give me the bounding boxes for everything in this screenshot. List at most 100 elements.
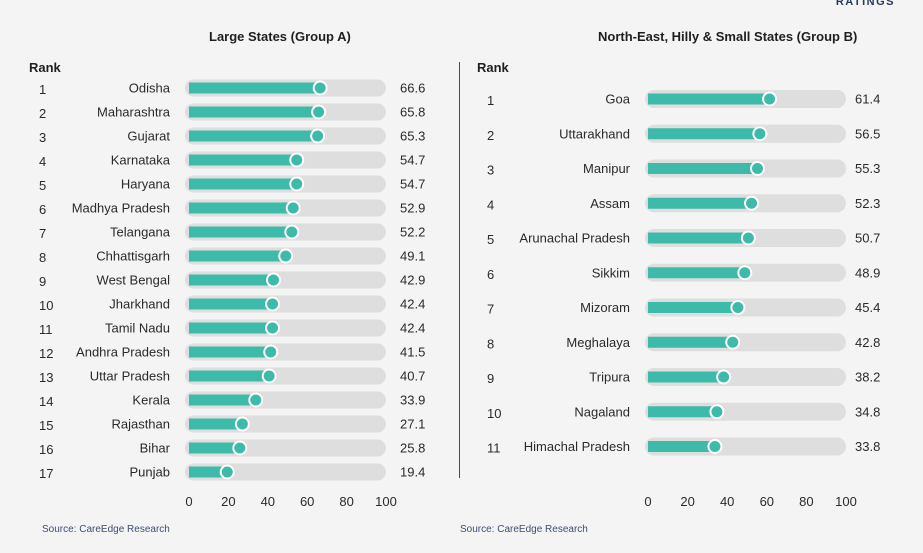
bar-fill xyxy=(648,371,724,383)
bar-fill xyxy=(189,250,286,262)
bar-end-marker xyxy=(749,161,765,176)
state-label: Assam xyxy=(590,196,630,211)
value-label: 27.1 xyxy=(400,417,425,432)
rank-number: 9 xyxy=(487,371,494,386)
bar-end-marker xyxy=(289,152,305,168)
value-label: 56.5 xyxy=(855,126,880,141)
value-label: 65.8 xyxy=(400,105,425,120)
bar-end-marker xyxy=(265,320,281,336)
value-label: 42.4 xyxy=(400,297,425,312)
value-label: 40.7 xyxy=(400,369,425,384)
bar-fill xyxy=(648,128,760,140)
value-label: 19.4 xyxy=(400,465,425,480)
state-label: Sikkim xyxy=(592,265,630,280)
x-tick-label: 0 xyxy=(185,494,192,509)
value-label: 25.8 xyxy=(400,441,425,456)
value-label: 41.5 xyxy=(400,345,425,360)
bar-fill xyxy=(648,197,752,209)
bar-end-marker xyxy=(311,104,327,120)
bar-fill xyxy=(648,232,749,244)
state-label: Kerala xyxy=(132,393,170,408)
x-tick-label: 60 xyxy=(760,494,774,509)
bar-fill xyxy=(189,466,228,478)
panel-a-title: Large States (Group A) xyxy=(209,29,351,44)
value-label: 55.3 xyxy=(855,161,880,176)
rank-number: 1 xyxy=(487,93,494,108)
bar-end-marker xyxy=(263,344,279,360)
bar-fill xyxy=(189,202,294,214)
bar-fill xyxy=(189,130,318,142)
value-label: 48.9 xyxy=(855,265,880,280)
bar-end-marker xyxy=(707,439,723,454)
value-label: 50.7 xyxy=(855,231,880,246)
bar-fill xyxy=(189,394,256,406)
bar-fill xyxy=(648,163,758,174)
x-tick-label: 40 xyxy=(720,494,734,509)
rank-number: 10 xyxy=(487,406,501,421)
state-label: Arunachal Pradesh xyxy=(519,231,630,246)
x-tick-label: 80 xyxy=(799,494,813,509)
state-label: Karnataka xyxy=(111,153,171,168)
bar-end-marker xyxy=(284,224,300,240)
bar-fill xyxy=(189,322,273,334)
x-tick-label: 60 xyxy=(300,494,314,509)
state-label: Himachal Pradesh xyxy=(524,439,630,454)
panel-b-source: Source: CareEdge Research xyxy=(460,524,588,535)
bar-end-marker xyxy=(730,300,746,315)
value-label: 49.1 xyxy=(400,249,425,264)
value-label: 33.8 xyxy=(855,439,880,454)
value-label: 66.6 xyxy=(400,81,425,96)
rank-number: 5 xyxy=(487,232,494,247)
state-label: Mizoram xyxy=(580,300,630,315)
rank-number: 15 xyxy=(39,418,53,433)
rank-number: 16 xyxy=(39,442,53,457)
bar-fill xyxy=(189,418,243,430)
x-tick-label: 20 xyxy=(221,494,235,509)
value-label: 65.3 xyxy=(400,129,425,144)
state-label: Punjab xyxy=(130,465,170,480)
x-tick-label: 100 xyxy=(835,494,857,509)
bar-end-marker xyxy=(248,392,264,408)
bar-end-marker xyxy=(278,248,294,264)
bar-fill xyxy=(189,154,297,166)
state-label: Maharashtra xyxy=(97,105,171,120)
rank-number: 6 xyxy=(487,267,494,282)
bar-fill xyxy=(189,178,297,190)
corner-label: RATINGS xyxy=(835,0,895,8)
state-label: Rajasthan xyxy=(111,417,170,432)
bar-end-marker xyxy=(261,368,277,384)
bar-fill xyxy=(189,346,271,358)
value-label: 34.8 xyxy=(855,404,880,419)
panel-b-rank-heading: Rank xyxy=(477,60,509,75)
state-label: Manipur xyxy=(583,161,631,176)
value-label: 45.4 xyxy=(855,300,880,315)
bar-end-marker xyxy=(219,464,235,480)
rank-number: 8 xyxy=(39,250,46,265)
rank-number: 14 xyxy=(39,394,53,409)
chart-large-states: 1 Odisha 66.6 2 Maharashtra 65.8 3 Gujarat 65.3 4… xyxy=(39,79,425,509)
bar-fill xyxy=(189,370,270,382)
bar-fill xyxy=(189,226,292,238)
bar-fill xyxy=(648,441,715,452)
bar-end-marker xyxy=(716,369,732,385)
state-label: Nagaland xyxy=(574,404,630,419)
rank-number: 9 xyxy=(39,274,46,289)
bar-end-marker xyxy=(310,128,326,144)
x-tick-label: 40 xyxy=(261,494,275,509)
bar-end-marker xyxy=(740,230,756,246)
state-label: Telangana xyxy=(110,225,171,240)
bar-end-marker xyxy=(752,126,768,142)
bar-end-marker xyxy=(289,176,305,192)
rank-number: 2 xyxy=(39,106,46,121)
bar-end-marker xyxy=(312,80,328,96)
bar-end-marker xyxy=(232,440,248,456)
x-tick-label: 100 xyxy=(375,494,397,509)
state-label: Uttarakhand xyxy=(559,126,630,141)
bar-end-marker xyxy=(744,195,760,211)
bar-fill xyxy=(189,442,240,454)
state-label: Jharkhand xyxy=(109,297,170,312)
state-label: Tamil Nadu xyxy=(105,321,170,336)
state-label: Andhra Pradesh xyxy=(76,345,170,360)
state-label: Haryana xyxy=(121,177,171,192)
